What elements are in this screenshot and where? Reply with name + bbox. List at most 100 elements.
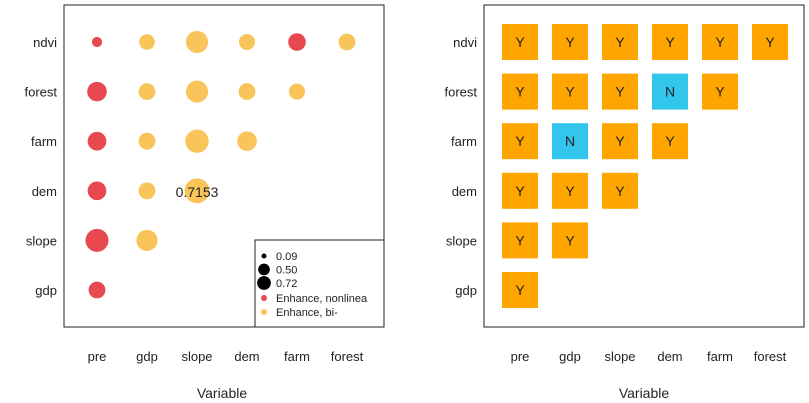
grid-cell-label: Y [615, 133, 625, 149]
legend-size-label: 0.09 [276, 251, 297, 263]
grid-cell-label: Y [515, 133, 525, 149]
grid-cell-label: N [665, 84, 675, 100]
grid-cell [552, 73, 588, 110]
grid-cell [502, 123, 538, 160]
bubble-point [138, 182, 156, 200]
y-axis-ticks: gdp slope dem farm forest ndvi [444, 35, 477, 298]
grid-cell [502, 73, 538, 110]
grid-cell-label: Y [615, 183, 625, 199]
grid-cell-label: Y [515, 34, 525, 50]
grid-cell [702, 73, 738, 110]
bubble-value-annotation: 0.7153 [176, 184, 219, 200]
bubble-point [237, 131, 257, 151]
grid-cell-label: Y [515, 84, 525, 100]
grid-cell-label: N [565, 133, 575, 149]
x-tick-label: gdp [559, 349, 581, 364]
y-tick-label: forest [24, 85, 57, 100]
legend-color-symbol [261, 295, 267, 301]
grid-cell [502, 272, 538, 308]
legend-items: 0.09 0.500.72 Enhance, nonlinea Enhance, bi… [257, 251, 368, 319]
y-tick-label: gdp [35, 283, 57, 298]
grid-cell-label: Y [515, 282, 525, 298]
x-axis-ticks: pre gdp slope dem farm forest [88, 349, 364, 364]
x-tick-label: farm [284, 349, 310, 364]
y-tick-label: ndvi [453, 35, 477, 50]
x-tick-label: dem [234, 349, 259, 364]
grid-cell [552, 24, 588, 60]
x-tick-label: farm [707, 349, 733, 364]
x-tick-label: slope [181, 349, 212, 364]
bubble-point [288, 33, 306, 51]
grid-cell-label: Y [515, 183, 525, 199]
legend-size-symbol [257, 276, 271, 290]
y-tick-label: slope [26, 233, 57, 248]
y-tick-label: dem [452, 184, 477, 199]
grid-cell [552, 172, 588, 209]
bubble-point [138, 83, 156, 101]
bubble-point [185, 129, 209, 153]
x-tick-label: gdp [136, 349, 158, 364]
grid-cell-label: Y [615, 34, 625, 50]
grid-cell [602, 172, 638, 209]
grid-cell [752, 24, 788, 60]
bubble-point [288, 83, 306, 100]
bubble-point [185, 80, 209, 103]
bubble-point [139, 34, 155, 50]
y-tick-label: gdp [455, 283, 477, 298]
grid-cell-label: Y [565, 84, 575, 100]
grid-cell [702, 24, 738, 60]
bubble-point [184, 178, 210, 204]
legend-size-label: 0.50 [276, 265, 297, 277]
bubble-point [138, 132, 156, 150]
legend-box [254, 239, 385, 328]
grid-cell [652, 123, 688, 160]
bubble-point [87, 181, 107, 201]
grid-cell-label: Y [565, 183, 575, 199]
x-tick-label: forest [754, 349, 787, 364]
grid-cell [502, 172, 538, 209]
grid-cell [502, 24, 538, 60]
grid-cell-label: Y [715, 34, 725, 50]
bubble-point [88, 281, 106, 299]
grid-cell-label: Y [665, 34, 675, 50]
x-axis-title: Variable [197, 385, 248, 401]
bubble-point [91, 36, 103, 48]
grid-cell [602, 73, 638, 110]
bubble-point [136, 229, 158, 251]
grid-cell [552, 222, 588, 259]
x-axis-title: Variable [619, 385, 670, 401]
grid-cell-label: Y [715, 84, 725, 100]
grid-cell [652, 24, 688, 60]
bubble-point [87, 131, 107, 151]
plot-frame [63, 4, 385, 328]
grid-cell [652, 73, 688, 110]
y-tick-label: forest [444, 85, 477, 100]
grid-cell-label: Y [615, 84, 625, 100]
grid-cell [602, 123, 638, 160]
bubble-point [85, 228, 109, 252]
grid-cell-label: Y [765, 34, 775, 50]
legend-color-label: Enhance, nonlinea [276, 293, 368, 305]
bubble-point [238, 33, 256, 51]
bubble-point [338, 33, 356, 51]
x-axis-ticks: pre gdp slope dem farm forest [511, 349, 787, 364]
y-tick-label: farm [31, 134, 57, 149]
grid-cell [602, 24, 638, 60]
plot-frame [483, 4, 805, 328]
grid-cell [502, 222, 538, 259]
y-tick-label: farm [451, 134, 477, 149]
grid-cells: Y Y Y Y Y Y Y N Y Y Y Y Y N Y Y Y Y Y Y Y [502, 24, 788, 308]
y-axis-ticks: gdp slope dem farm forest ndvi [24, 35, 57, 298]
bubble-point [185, 30, 209, 54]
x-tick-label: forest [331, 349, 364, 364]
significance-grid-panel: pre gdp slope dem farm forest gdp slope dem farm… [444, 4, 805, 401]
bubble-point [238, 83, 256, 101]
legend-size-symbol [258, 263, 270, 276]
grid-cell-label: Y [565, 232, 575, 248]
legend-color-symbol [261, 309, 267, 315]
grid-cell-label: Y [565, 34, 575, 50]
grid-cell-label: Y [665, 133, 675, 149]
legend-color-label: Enhance, bi- [276, 307, 338, 319]
grid-cell [552, 123, 588, 160]
